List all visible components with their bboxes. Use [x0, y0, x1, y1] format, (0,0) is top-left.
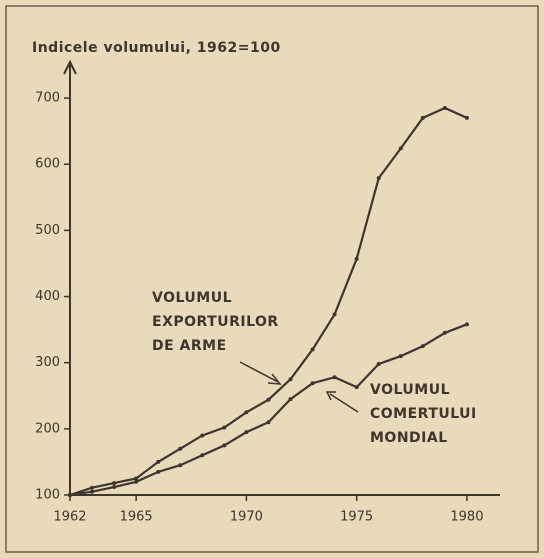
annotation: VOLUMUL [370, 382, 450, 398]
data-point [266, 397, 271, 402]
data-point [398, 146, 403, 151]
data-point [332, 312, 337, 317]
annotation: DE ARME [152, 338, 227, 354]
data-point [178, 446, 183, 451]
data-point [68, 493, 72, 497]
data-point [376, 362, 381, 367]
data-point [156, 459, 161, 464]
arrow [239, 361, 279, 383]
data-point [354, 385, 359, 390]
data-point [266, 420, 271, 425]
arrow-head [267, 373, 282, 385]
data-point [310, 347, 315, 352]
data-point [244, 430, 249, 435]
frame [5, 5, 539, 553]
data-point [376, 176, 381, 181]
y-tick-label: 100 [35, 488, 60, 503]
annotation: VOLUMUL [152, 290, 232, 306]
data-point [354, 256, 359, 261]
arrow [329, 393, 359, 413]
y-tick-label: 200 [35, 421, 60, 436]
annotation: MONDIAL [370, 430, 448, 446]
y-tick-label: 600 [35, 157, 60, 172]
x-tick-label: 1962 [53, 510, 86, 525]
y-tick-label: 700 [35, 91, 60, 106]
arrow-head [325, 391, 336, 401]
data-point [244, 410, 249, 415]
data-point [134, 476, 139, 481]
x-tick-label: 1965 [120, 510, 153, 525]
data-point [112, 481, 117, 486]
data-point [288, 377, 293, 382]
data-point [442, 330, 447, 335]
data-point [420, 115, 425, 120]
data-point [156, 469, 161, 474]
x-tick-label: 1970 [230, 510, 263, 525]
data-point [398, 354, 403, 359]
data-point [178, 463, 183, 468]
x-tick-label: 1975 [340, 510, 373, 525]
data-point [442, 106, 447, 110]
y-axis-arrow [63, 59, 77, 75]
data-point [288, 397, 293, 402]
data-point [200, 453, 205, 458]
y-axis-label: Indicele volumului, 1962=100 [32, 40, 281, 56]
data-point [222, 425, 227, 430]
data-point [464, 322, 469, 327]
data-point [222, 443, 227, 448]
data-point [134, 479, 139, 484]
x-tick-label: 1980 [450, 510, 483, 525]
annotation: COMERTULUI [370, 406, 477, 422]
y-tick-label: 400 [35, 289, 60, 304]
data-point [112, 485, 117, 490]
data-point [420, 344, 425, 349]
data-point [90, 485, 95, 490]
annotation: EXPORTURILOR [152, 314, 279, 330]
data-point [200, 433, 205, 438]
y-tick-label: 500 [35, 223, 60, 238]
data-point [90, 489, 95, 494]
y-tick-label: 300 [35, 355, 60, 370]
data-point [464, 115, 469, 120]
data-point [332, 375, 337, 380]
data-point [310, 381, 315, 386]
